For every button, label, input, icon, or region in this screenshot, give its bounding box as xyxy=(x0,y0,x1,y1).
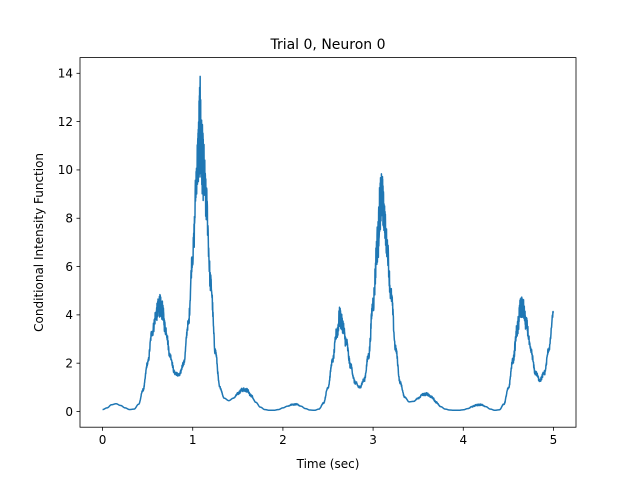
x-axis-ticks: 0 1 2 3 4 5 xyxy=(99,427,558,447)
y-tick-label: 6 xyxy=(65,260,73,274)
plot-content xyxy=(101,75,555,412)
chart-title: Trial 0, Neuron 0 xyxy=(269,37,385,53)
y-tick-label: 14 xyxy=(58,67,73,81)
y-axis-ticks: 0 2 4 6 8 10 12 14 xyxy=(58,67,80,419)
x-tick-label: 4 xyxy=(459,433,467,447)
y-tick-label: 10 xyxy=(58,163,73,177)
series-line xyxy=(101,75,555,412)
x-tick-label: 2 xyxy=(279,433,287,447)
y-axis-label: Conditional Intensity Function xyxy=(32,153,46,332)
x-tick-label: 1 xyxy=(189,433,197,447)
y-tick-label: 8 xyxy=(65,212,73,226)
x-axis-label: Time (sec) xyxy=(296,457,360,471)
y-tick-label: 12 xyxy=(58,115,73,129)
x-tick-label: 5 xyxy=(550,433,558,447)
plot-frame xyxy=(79,57,577,428)
y-tick-label: 0 xyxy=(65,405,73,419)
y-tick-label: 2 xyxy=(65,356,73,370)
x-tick-label: 3 xyxy=(369,433,377,447)
x-tick-label: 0 xyxy=(99,433,107,447)
y-tick-label: 4 xyxy=(65,308,73,322)
